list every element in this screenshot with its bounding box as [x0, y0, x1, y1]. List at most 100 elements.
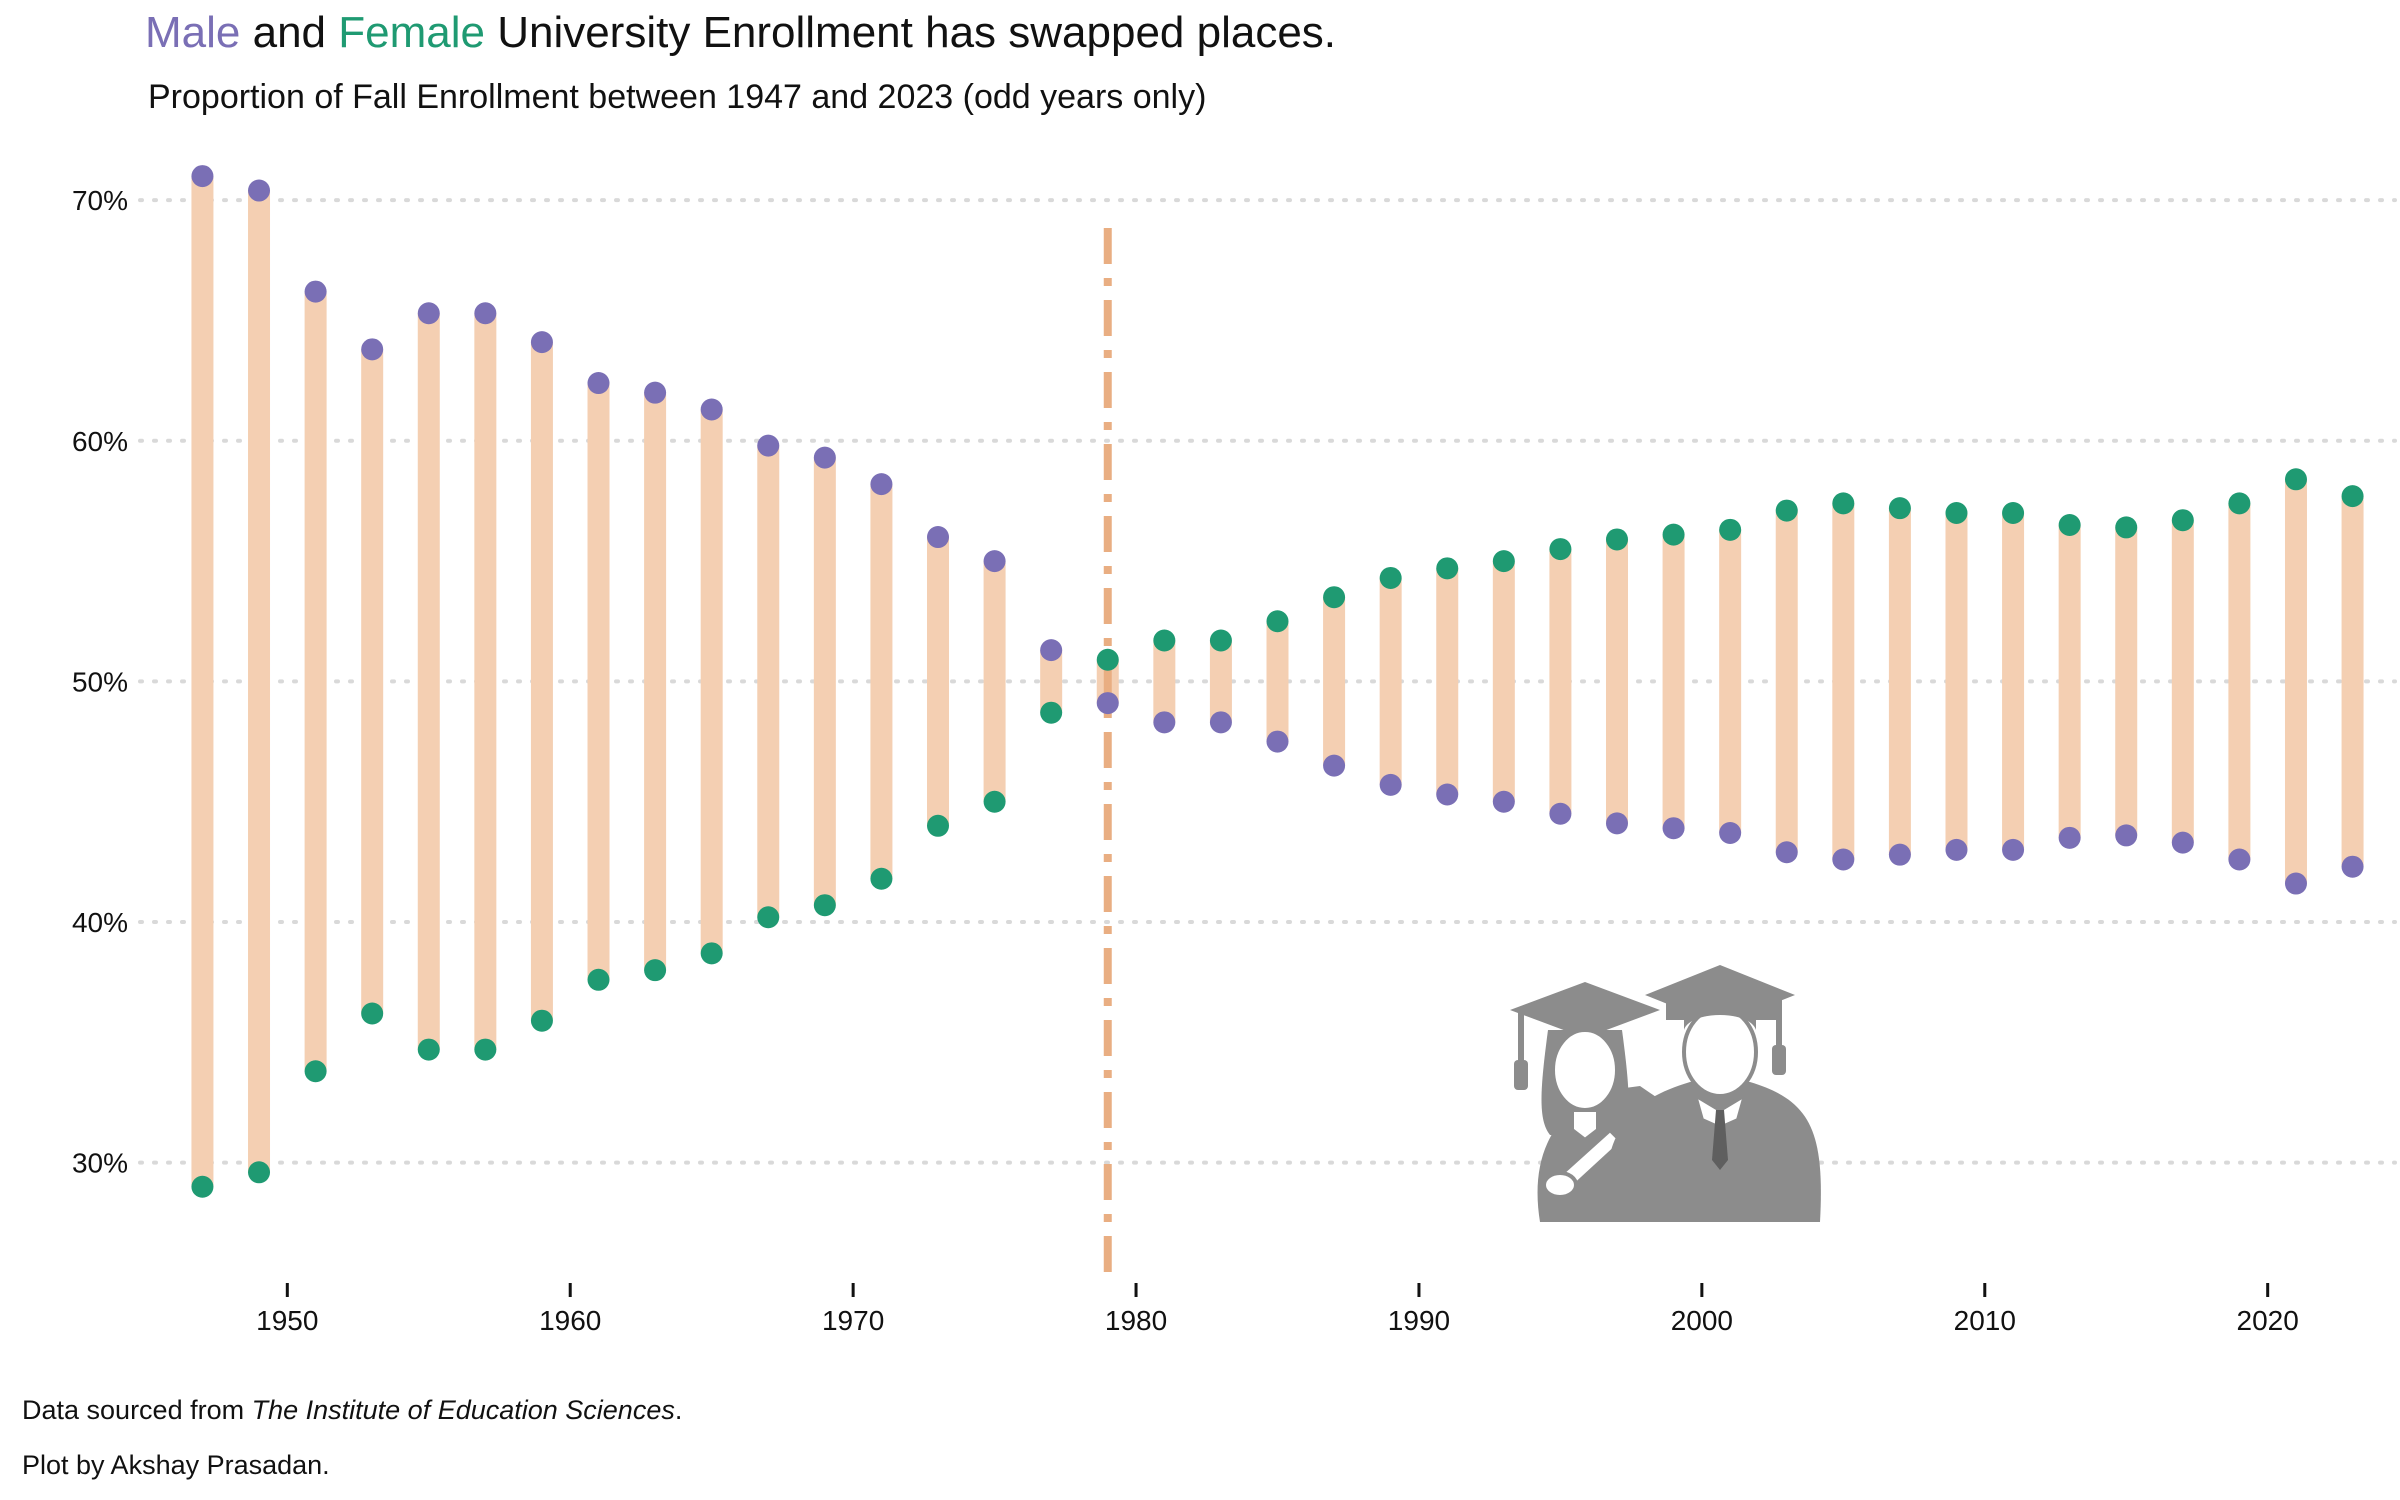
range-bar	[1379, 577, 1402, 785]
credit-caption: Plot by Akshay Prasadan.	[22, 1450, 330, 1480]
x-axis: 1950 1960 1970 1980 1990 2000 2010 2020	[256, 1283, 2299, 1336]
range-bar	[1436, 568, 1459, 795]
y-tick-label: 70%	[72, 185, 128, 216]
female-point	[474, 1038, 497, 1061]
range-bar	[983, 561, 1006, 802]
female-point	[2115, 516, 2138, 539]
female-point	[2228, 492, 2251, 515]
range-bar	[870, 484, 893, 879]
male-point	[700, 398, 723, 421]
y-tick-label: 40%	[72, 907, 128, 938]
female-point	[1379, 566, 1402, 589]
female-point	[2341, 485, 2364, 508]
range-bar	[474, 313, 497, 1050]
female-point	[248, 1161, 271, 1184]
range-bar	[1662, 534, 1685, 829]
male-point	[474, 302, 497, 325]
male-point	[587, 372, 610, 395]
title-male-word: Male	[145, 8, 241, 57]
range-bar	[2284, 479, 2307, 884]
female-point	[191, 1175, 214, 1198]
female-point	[2284, 468, 2307, 491]
female-point	[2171, 509, 2194, 532]
x-tick-label: 2010	[1954, 1305, 2016, 1336]
data-points	[191, 165, 2364, 1198]
female-point	[983, 790, 1006, 813]
female-point	[587, 968, 610, 991]
male-point	[1379, 773, 1402, 796]
range-bar	[1719, 529, 1742, 834]
y-axis: 30% 40% 50% 60% 70%	[72, 185, 128, 1179]
source-name: The Institute of Education Sciences	[251, 1395, 675, 1425]
range-bar	[927, 537, 950, 826]
range-bar	[304, 291, 327, 1072]
range-bar	[2171, 520, 2194, 843]
range-bar	[587, 383, 610, 980]
range-bar	[757, 445, 780, 918]
range-bar	[1040, 650, 1063, 713]
male-point	[361, 338, 384, 361]
female-point	[1040, 701, 1063, 724]
y-tick-label: 30%	[72, 1148, 128, 1179]
x-tick-label: 1990	[1388, 1305, 1450, 1336]
chart-title: Male and Female University Enrollment ha…	[145, 8, 1336, 58]
male-point	[1719, 822, 1742, 845]
female-point	[1945, 501, 1968, 524]
chart-subtitle: Proportion of Fall Enrollment between 19…	[148, 78, 1207, 116]
female-point	[644, 959, 667, 982]
range-bar	[248, 190, 271, 1173]
female-point	[1492, 550, 1515, 573]
male-point	[983, 550, 1006, 573]
range-bar	[1888, 508, 1911, 855]
male-point	[2002, 838, 2025, 861]
range-bar	[813, 457, 836, 906]
female-point	[2058, 514, 2081, 537]
range-bar	[1209, 640, 1232, 723]
female-point	[1888, 497, 1911, 520]
female-point	[1266, 610, 1289, 633]
male-point	[1040, 639, 1063, 662]
female-point	[1662, 523, 1685, 546]
male-point	[417, 302, 440, 325]
source-caption: Data sourced from The Institute of Educa…	[22, 1395, 682, 1426]
male-point	[191, 165, 214, 188]
male-point	[2058, 826, 2081, 849]
x-tick-label: 1980	[1105, 1305, 1167, 1336]
x-tick-label: 2000	[1671, 1305, 1733, 1336]
male-point	[1775, 841, 1798, 864]
male-point	[530, 331, 553, 354]
female-point	[1549, 538, 1572, 561]
male-point	[248, 179, 271, 202]
female-point	[417, 1038, 440, 1061]
male-point	[644, 381, 667, 404]
female-point	[2002, 501, 2025, 524]
male-point	[304, 280, 327, 303]
range-bar	[700, 409, 723, 954]
female-point	[1436, 557, 1459, 580]
range-bar	[1945, 512, 1968, 850]
male-point	[2341, 855, 2364, 878]
range-bar	[191, 176, 214, 1187]
female-point	[927, 814, 950, 837]
female-point	[700, 942, 723, 965]
range-bar	[1605, 539, 1628, 824]
female-point	[304, 1060, 327, 1083]
range-bar	[1832, 503, 1855, 860]
male-point	[757, 434, 780, 457]
male-point	[927, 526, 950, 549]
female-point	[1209, 629, 1232, 652]
range-bar	[1549, 549, 1572, 814]
source-suffix: .	[674, 1395, 683, 1425]
male-point	[2284, 872, 2307, 895]
range-bar	[417, 313, 440, 1050]
x-tick-label: 1970	[822, 1305, 884, 1336]
x-tick-label: 2020	[2237, 1305, 2299, 1336]
range-bar	[644, 392, 667, 971]
male-point	[1945, 838, 1968, 861]
female-point	[1832, 492, 1855, 515]
range-bar	[2341, 496, 2364, 867]
female-point	[1775, 499, 1798, 522]
female-point	[1605, 528, 1628, 551]
female-point	[1153, 629, 1176, 652]
female-point	[361, 1002, 384, 1025]
